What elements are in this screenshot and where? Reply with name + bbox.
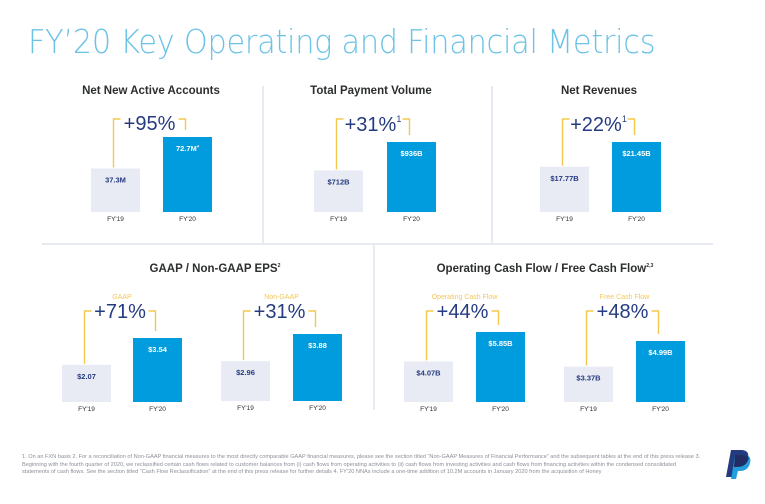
growth-label: +44%	[437, 301, 489, 323]
growth-bracket-right	[148, 310, 157, 331]
bar-fy20	[133, 338, 182, 402]
x-tick-label: FY'19	[78, 406, 95, 413]
bar-fy19	[221, 361, 270, 401]
x-tick-label: FY'19	[107, 216, 124, 223]
bar-fy20	[293, 334, 342, 401]
x-tick-label: FY'20	[309, 405, 326, 412]
bar-value-label: $2.07	[77, 372, 96, 381]
x-tick-label: FY'19	[580, 406, 597, 413]
x-tick-label: FY'19	[330, 216, 347, 223]
growth-bracket-right	[178, 118, 187, 130]
growth-bracket-right	[402, 118, 411, 135]
bar-fy19	[564, 366, 613, 402]
chart-title: GAAP / Non-GAAP EPS2	[150, 263, 281, 275]
growth-bracket-left	[242, 310, 251, 361]
growth-label: +22%1	[570, 114, 627, 136]
bar-value-label: $3.54	[148, 345, 168, 354]
chart-title: Net Revenues	[561, 85, 637, 97]
bar-fy20	[636, 341, 685, 402]
growth-label: +31%1	[345, 114, 402, 136]
growth-label: +71%	[94, 301, 146, 323]
bar-value-label: $2.96	[236, 368, 255, 377]
x-tick-label: FY'20	[652, 406, 669, 413]
bar-value-label: $712B	[327, 177, 350, 186]
growth-bracket-left	[112, 118, 121, 168]
growth-bracket-left	[335, 118, 344, 170]
bar-value-label: $4.07B	[416, 368, 441, 377]
bar-value-label: 72.7M4	[176, 144, 200, 153]
bar-value-label: 37.3M	[105, 176, 126, 185]
x-tick-label: FY'20	[492, 406, 509, 413]
series-label: GAAP	[112, 294, 132, 301]
x-tick-label: FY'19	[237, 405, 254, 412]
chart-title: Operating Cash Flow / Free Cash Flow2,3	[437, 263, 654, 275]
growth-label: +31%	[254, 301, 306, 323]
bar-value-label: $3.88	[308, 341, 327, 350]
series-label: Free Cash Flow	[600, 294, 650, 301]
x-tick-label: FY'20	[179, 216, 196, 223]
growth-bracket-right	[491, 310, 500, 325]
growth-bracket-left	[83, 310, 92, 364]
bar-fy19	[91, 168, 140, 212]
growth-label: +48%	[597, 301, 649, 323]
footnotes: 1. On an FXN basis 2. For a reconciliati…	[22, 454, 701, 476]
bar-value-label: $21.45B	[622, 149, 651, 158]
growth-bracket-right	[651, 310, 660, 334]
bar-fy19	[314, 170, 363, 212]
x-tick-label: FY'20	[628, 216, 645, 223]
growth-bracket-right	[627, 118, 636, 135]
growth-bracket-left	[561, 118, 570, 166]
bar-value-label: $5.85B	[488, 339, 513, 348]
bar-value-label: $17.77B	[550, 174, 579, 183]
series-label: Operating Cash Flow	[432, 294, 499, 301]
bar-value-label: $936B	[400, 149, 423, 158]
chart-title: Total Payment Volume	[310, 85, 432, 97]
bar-fy19	[62, 364, 111, 402]
bar-value-label: $4.99B	[648, 348, 673, 357]
growth-bracket-right	[308, 310, 317, 327]
bar-fy20	[476, 332, 525, 402]
bar-fy20	[163, 137, 212, 212]
bar-fy19	[404, 361, 453, 402]
bar-fy20	[387, 142, 436, 212]
growth-bracket-left	[425, 310, 434, 361]
x-tick-label: FY'20	[403, 216, 420, 223]
growth-bracket-left	[585, 310, 594, 366]
bar-fy20	[612, 142, 661, 212]
growth-label: +95%	[124, 113, 176, 135]
x-tick-label: FY'19	[420, 406, 437, 413]
x-tick-label: FY'20	[149, 406, 166, 413]
dividers	[42, 86, 713, 410]
paypal-logo	[722, 446, 752, 485]
chart-title: Net New Active Accounts	[82, 85, 220, 97]
x-tick-label: FY'19	[556, 216, 573, 223]
page-title: FY’20 Key Operating and Financial Metric…	[28, 22, 656, 61]
bar-fy19	[540, 166, 589, 212]
paypal-logo-icon	[726, 450, 751, 479]
series-label: Non-GAAP	[264, 294, 299, 301]
bar-value-label: $3.37B	[576, 374, 601, 383]
